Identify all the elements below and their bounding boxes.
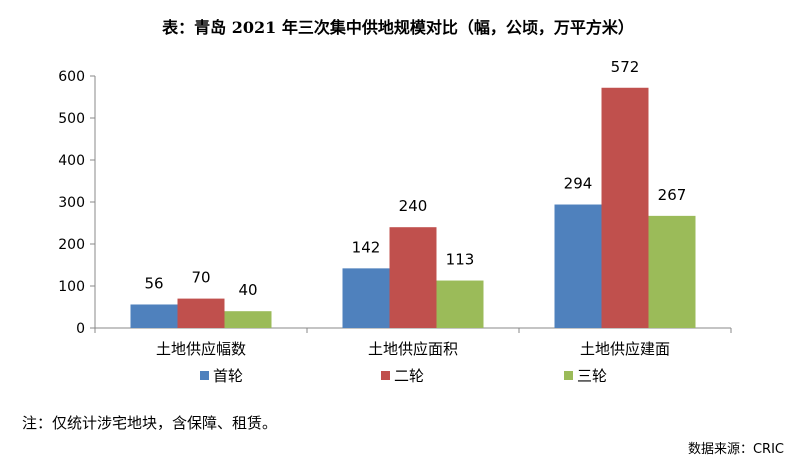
legend-label-3: 三轮	[577, 367, 607, 385]
bar-3-3	[648, 215, 696, 328]
data-source: 数据来源：CRIC	[687, 442, 784, 457]
y-tick-label: 300	[58, 195, 85, 211]
data-label: 240	[399, 197, 428, 215]
y-tick-label: 100	[58, 279, 85, 295]
y-tick-label: 200	[58, 237, 85, 253]
bar-2-2	[389, 227, 437, 328]
bar-2-3	[601, 87, 649, 328]
data-label: 56	[144, 274, 163, 292]
data-label: 40	[238, 281, 257, 299]
data-label: 142	[352, 238, 381, 256]
legend-label-2: 二轮	[394, 367, 424, 385]
y-tick-label: 500	[58, 111, 85, 127]
y-tick-label: 0	[76, 321, 85, 337]
bar-1-3	[554, 204, 602, 328]
data-label: 113	[446, 251, 475, 269]
legend-label-1: 首轮	[213, 367, 243, 385]
legend-swatch-2	[381, 371, 390, 380]
chart-title: 表：青岛 2021 年三次集中供地规模对比（幅，公顷，万平方米）	[162, 18, 634, 37]
bar-3-1	[224, 311, 272, 328]
x-tick-label: 土地供应面积	[368, 340, 458, 358]
legend-swatch-1	[200, 371, 209, 380]
footnote: 注：仅统计涉宅地块，含保障、租赁。	[22, 414, 278, 432]
bar-1-1	[130, 304, 178, 328]
data-label: 70	[191, 269, 210, 287]
bar-3-2	[436, 280, 484, 328]
data-label: 294	[564, 175, 593, 193]
bar-2-1	[177, 298, 225, 328]
data-label: 572	[611, 58, 640, 76]
y-tick-label: 600	[58, 69, 85, 85]
x-tick-label: 土地供应建面	[580, 340, 670, 358]
x-tick-label: 土地供应幅数	[156, 340, 246, 358]
bar-1-2	[342, 268, 390, 328]
y-tick-label: 400	[58, 153, 85, 169]
legend-swatch-3	[564, 371, 573, 380]
data-label: 267	[658, 186, 687, 204]
